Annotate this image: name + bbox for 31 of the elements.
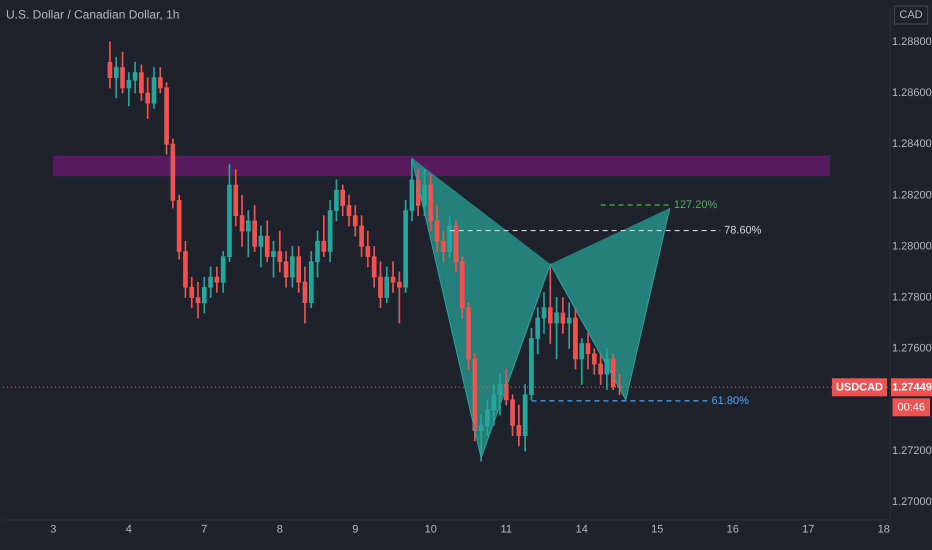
x-tick-label: 9 [352, 524, 358, 536]
series-label: 61.80% [712, 394, 750, 407]
y-tick-label: 1.27000 [892, 496, 932, 508]
text: 00:46 [897, 401, 925, 414]
series-label: 127.20% [674, 199, 718, 212]
series-label: 78.60% [724, 224, 762, 237]
x-tick-label: 17 [802, 524, 814, 536]
candlestick [271, 240, 276, 278]
y-tick-label: 1.27600 [892, 342, 932, 355]
x-tick-label: 4 [126, 524, 132, 536]
x-tick-label: 15 [651, 524, 664, 536]
y-tick-label: 1.28600 [892, 87, 932, 100]
y-tick-label: 1.27200 [892, 444, 932, 457]
chart-title: U.S. Dollar / Canadian Dollar, 1h [6, 7, 180, 22]
annotation: 1.27449 [892, 381, 932, 394]
x-tick-label: 11 [500, 524, 512, 536]
y-tick-label: 1.28200 [892, 189, 932, 202]
x-tick-label: 7 [201, 524, 208, 536]
y-tick-label: 1.28800 [892, 36, 932, 48]
y-tick-label: 1.28000 [892, 240, 932, 252]
x-tick-label: 16 [726, 524, 739, 536]
x-tick-label: 3 [50, 524, 56, 536]
x-tick-label: 18 [878, 524, 890, 536]
y-tick-label: 1.27800 [892, 292, 932, 304]
candlestick [258, 226, 264, 268]
text: CAD [899, 9, 923, 22]
x-tick-label: 10 [424, 524, 437, 536]
ref-line-label: USDCAD [836, 381, 884, 394]
y-tick-label: 1.28400 [892, 138, 932, 150]
x-tick-label: 14 [576, 524, 588, 536]
x-tick-label: 8 [276, 524, 283, 536]
